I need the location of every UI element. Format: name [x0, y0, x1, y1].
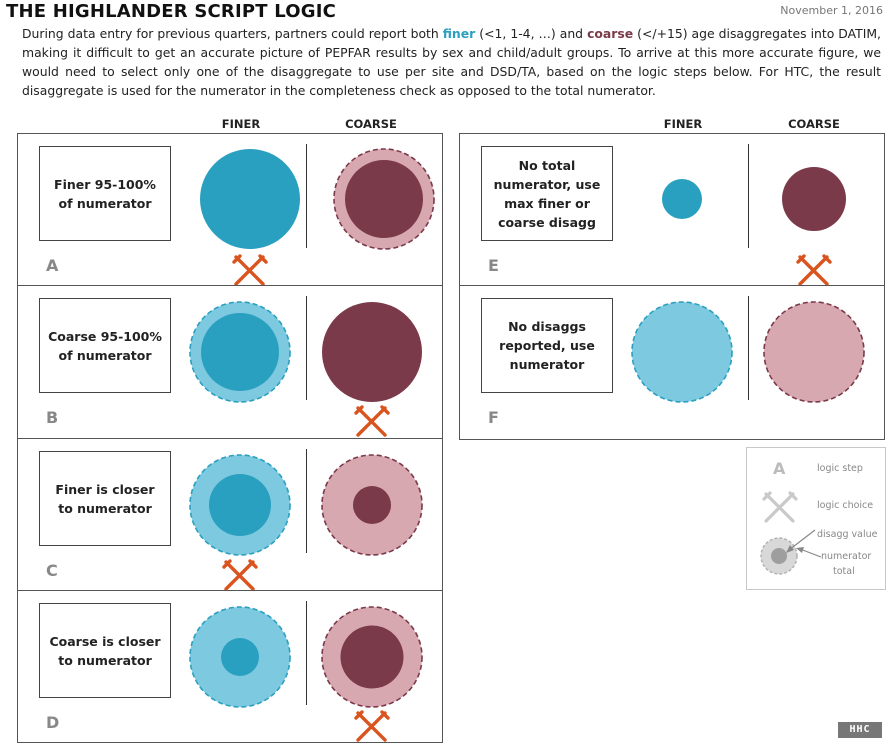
column-divider [306, 601, 307, 705]
logic-condition-box: Coarse is closer to numerator [39, 603, 171, 698]
finer-circle-numerator-total [631, 301, 733, 403]
logic-panel-e: No total numerator, use max finer or coa… [459, 133, 885, 287]
logic-choice-x-icon [354, 710, 390, 742]
column-divider [306, 449, 307, 553]
coarse-circle [333, 148, 435, 250]
coarse-circle-disagg-value [340, 625, 404, 689]
logic-panel-b: Coarse 95-100% of numerator B [17, 285, 443, 440]
finer-circle-disagg-value [221, 638, 259, 676]
finer-circle-disagg-value [662, 179, 702, 219]
logic-condition-text: Coarse is closer to numerator [49, 633, 161, 668]
logo: HHC [838, 722, 882, 738]
legend-letter: A [773, 459, 786, 478]
legend-logic-step: logic step [817, 463, 863, 474]
logic-condition-box: No total numerator, use max finer or coa… [481, 146, 613, 241]
finer-circle-disagg-value [209, 474, 271, 536]
logic-step-letter: B [46, 408, 59, 427]
finer-circle-disagg-value [200, 149, 300, 249]
column-divider [306, 296, 307, 400]
logic-panel-a: Finer 95-100% of numerator A [17, 133, 443, 287]
logic-panel-d: Coarse is closer to numerator D [17, 590, 443, 743]
logic-condition-text: No total numerator, use max finer or coa… [493, 157, 601, 230]
legend: A logic step logic choice disagg value n… [746, 447, 886, 590]
logic-choice-x-icon [232, 254, 268, 286]
coarse-circle [321, 454, 423, 556]
column-header-coarse-right: COARSE [788, 117, 840, 131]
coarse-circle-disagg-value [353, 486, 391, 524]
logic-choice-x-icon [354, 405, 390, 437]
logic-condition-text: Finer 95-100% of numerator [54, 176, 156, 211]
logic-step-letter: A [46, 256, 59, 275]
coarse-circle [782, 167, 846, 231]
legend-arrow-total-icon [796, 547, 822, 558]
logic-condition-text: Finer is closer to numerator [55, 481, 155, 516]
column-header-finer-left: FINER [221, 117, 261, 131]
legend-x-icon [762, 491, 798, 523]
logic-panel-c: Finer is closer to numerator C [17, 438, 443, 592]
logic-panel-f: No disaggs reported, use numerator F [459, 285, 885, 440]
finer-circle [200, 149, 300, 249]
finer-circle-disagg-value [201, 313, 279, 391]
column-header-coarse-left: COARSE [345, 117, 397, 131]
page-title: THE HIGHLANDER SCRIPT LOGIC [6, 1, 337, 22]
coarse-circle [763, 301, 865, 403]
legend-disagg-value: disagg value [817, 529, 878, 540]
coarse-circle [322, 302, 422, 402]
logic-choice-x-icon [222, 559, 258, 591]
logic-step-letter: C [46, 561, 58, 580]
logic-condition-box: Finer is closer to numerator [39, 451, 171, 546]
finer-circle [189, 606, 291, 708]
finer-circle [631, 301, 733, 403]
finer-circle [662, 179, 702, 219]
logic-condition-text: No disaggs reported, use numerator [499, 319, 595, 372]
column-header-finer-right: FINER [663, 117, 703, 131]
finer-circle [189, 454, 291, 556]
column-divider [306, 144, 307, 248]
coarse-highlight: coarse [587, 26, 634, 41]
intro-paragraph: During data entry for previous quarters,… [22, 24, 881, 100]
legend-circle-icon [760, 537, 798, 575]
logic-step-letter: E [488, 256, 499, 275]
logic-step-letter: D [46, 713, 60, 732]
finer-circle [189, 301, 291, 403]
legend-logic-choice: logic choice [817, 500, 874, 511]
coarse-circle-disagg-value [782, 167, 846, 231]
coarse-circle-disagg-value [322, 302, 422, 402]
date-label: November 1, 2016 [780, 4, 883, 17]
logic-condition-box: Finer 95-100% of numerator [39, 146, 171, 241]
logic-condition-box: Coarse 95-100% of numerator [39, 298, 171, 393]
intro-text-1: During data entry for previous quarters,… [22, 26, 443, 41]
logic-condition-text: Coarse 95-100% of numerator [48, 328, 162, 363]
column-divider [748, 296, 749, 400]
coarse-circle-numerator-total [763, 301, 865, 403]
logic-step-letter: F [488, 408, 499, 427]
logic-condition-box: No disaggs reported, use numerator [481, 298, 613, 393]
finer-highlight: finer [442, 26, 476, 41]
coarse-circle [321, 606, 423, 708]
legend-arrow-disagg-icon [786, 529, 816, 553]
legend-numerator-total-1: numerator [821, 551, 872, 562]
intro-text-2: (<1, 1-4, …) and [475, 26, 588, 41]
logic-choice-x-icon [796, 254, 832, 286]
coarse-circle-disagg-value [345, 160, 423, 238]
column-divider [748, 144, 749, 248]
legend-numerator-total-2: total [833, 566, 855, 577]
intro-text-3: (</+15) age disaggregates into DATIM, ma… [22, 26, 881, 98]
